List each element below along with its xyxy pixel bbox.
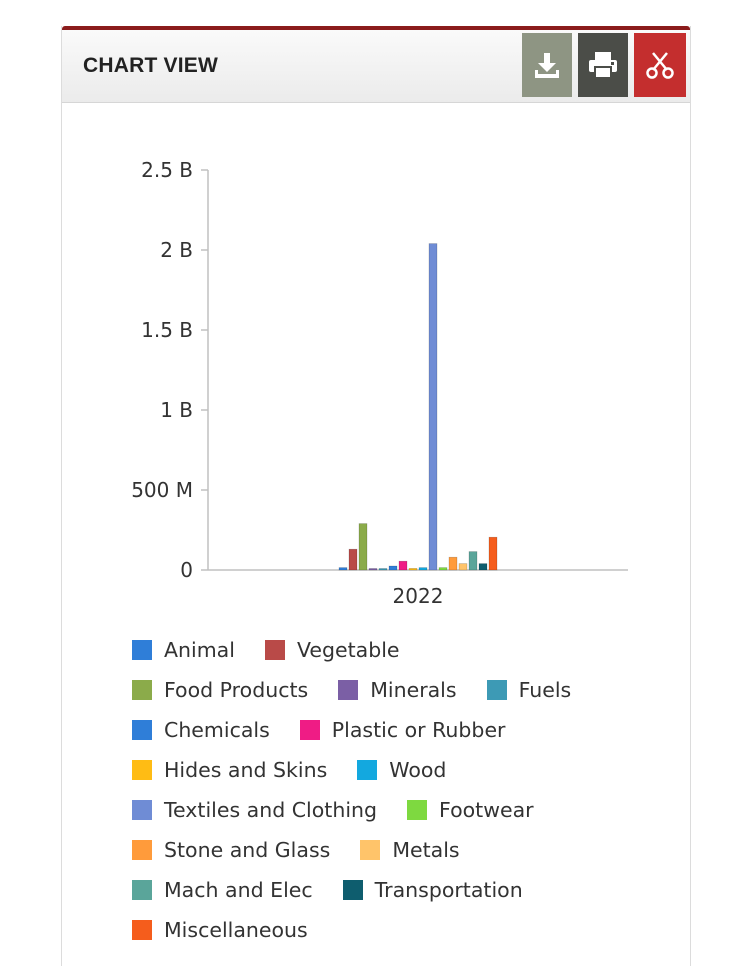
legend-swatch (407, 800, 428, 820)
legend-row: Textiles and Clothing Footwear (132, 790, 632, 830)
legend-item[interactable]: Food Products (132, 678, 308, 702)
legend-label: Minerals (370, 678, 457, 702)
y-tick-label: 500 M (131, 478, 193, 502)
legend-label: Footwear (439, 798, 534, 822)
panel-header: CHART VIEW (62, 30, 690, 103)
bar-miscellaneous[interactable] (488, 536, 498, 571)
legend-label: Wood (389, 758, 447, 782)
bar-vegetable[interactable] (348, 548, 358, 571)
legend-swatch (338, 680, 359, 700)
bar-mach-and-elec[interactable] (468, 551, 478, 571)
bar-footwear[interactable] (438, 567, 448, 571)
y-tick-label: 2 B (160, 238, 193, 262)
panel-title: CHART VIEW (83, 54, 218, 77)
legend-item[interactable]: Wood (357, 758, 446, 782)
legend-item[interactable]: Fuels (486, 678, 572, 702)
legend-swatch (342, 880, 363, 900)
legend-label: Vegetable (296, 638, 400, 662)
bar-textiles-and-clothing[interactable] (428, 243, 438, 571)
legend-item[interactable]: Metals (360, 838, 460, 862)
legend-label: Metals (392, 838, 460, 862)
bar-series (338, 243, 498, 571)
legend-row: Miscellaneous (132, 910, 632, 950)
x-tick-label: 2022 (393, 584, 444, 608)
legend-swatch (132, 760, 152, 780)
bar-transportation[interactable] (478, 563, 488, 571)
legend-label: Miscellaneous (164, 918, 308, 942)
legend-item[interactable]: Vegetable (264, 638, 400, 662)
bar-metals[interactable] (458, 563, 468, 571)
legend-swatch (132, 880, 152, 900)
legend-item[interactable]: Chemicals (132, 718, 270, 742)
legend-row: Animal Vegetable (132, 630, 632, 670)
legend-item[interactable]: Textiles and Clothing (132, 798, 377, 822)
legend-swatch (132, 840, 152, 860)
bar-stone-and-glass[interactable] (448, 556, 458, 571)
printer-icon (589, 52, 617, 79)
legend-swatch (264, 640, 285, 660)
print-button[interactable] (578, 33, 628, 97)
legend-item[interactable]: Footwear (407, 798, 534, 822)
legend-swatch (299, 720, 320, 740)
legend-row: Mach and Elec Transportation (132, 870, 632, 910)
legend-label: Stone and Glass (164, 838, 331, 862)
legend-swatch (132, 640, 152, 660)
legend-label: Hides and Skins (164, 758, 328, 782)
y-tick-label: 0 (180, 558, 193, 582)
legend-row: Hides and Skins Wood (132, 750, 632, 790)
legend-swatch (486, 680, 507, 700)
legend-label: Food Products (164, 678, 309, 702)
legend-item[interactable]: Miscellaneous (132, 918, 308, 942)
bar-food-products[interactable] (358, 523, 368, 571)
bar-minerals[interactable] (368, 568, 378, 571)
bar-animal[interactable] (338, 567, 348, 571)
download-icon (535, 53, 559, 78)
legend-label: Mach and Elec (164, 878, 313, 902)
legend-label: Textiles and Clothing (164, 798, 378, 822)
legend-item[interactable]: Plastic or Rubber (299, 718, 506, 742)
legend-swatch (132, 920, 152, 940)
legend-row: Chemicals Plastic or Rubber (132, 710, 632, 750)
legend-item[interactable]: Mach and Elec (132, 878, 313, 902)
bar-chart: 0 500 M 1 B 1.5 B 2 B 2.5 B 2022 (131, 158, 628, 608)
legend-item[interactable]: Transportation (342, 878, 523, 902)
bar-wood[interactable] (418, 567, 428, 571)
y-tick-label: 2.5 B (141, 158, 193, 182)
legend-item[interactable]: Animal (132, 638, 235, 662)
y-tick-label: 1.5 B (141, 318, 193, 342)
legend-label: Plastic or Rubber (331, 718, 506, 742)
legend-label: Chemicals (164, 718, 270, 742)
download-button[interactable] (522, 33, 572, 97)
scissors-icon (646, 52, 674, 79)
bar-plastic-or-rubber[interactable] (398, 560, 408, 571)
legend-swatch (132, 720, 152, 740)
legend-swatch (132, 680, 152, 700)
panel-top-border (62, 26, 690, 30)
chart-legend: Animal Vegetable Food Products Minerals Fuel… (132, 630, 632, 950)
x-axis: 2022 (208, 569, 628, 608)
close-button[interactable] (634, 33, 686, 97)
legend-item[interactable]: Hides and Skins (132, 758, 327, 782)
legend-swatch (132, 800, 152, 820)
y-axis: 0 500 M 1 B 1.5 B 2 B 2.5 B (131, 158, 209, 582)
bar-hides-and-skins[interactable] (408, 568, 418, 571)
bar-fuels[interactable] (378, 568, 388, 571)
legend-swatch (357, 760, 378, 780)
legend-label: Animal (164, 638, 235, 662)
chart-panel: CHART VIEW (61, 26, 691, 966)
legend-item[interactable]: Stone and Glass (132, 838, 330, 862)
legend-swatch (360, 840, 381, 860)
y-tick-label: 1 B (160, 398, 193, 422)
legend-label: Fuels (518, 678, 572, 702)
legend-item[interactable]: Minerals (338, 678, 457, 702)
bar-chemicals[interactable] (388, 565, 398, 571)
legend-row: Food Products Minerals Fuels (132, 670, 632, 710)
legend-label: Transportation (374, 878, 523, 902)
legend-row: Stone and Glass Metals (132, 830, 632, 870)
